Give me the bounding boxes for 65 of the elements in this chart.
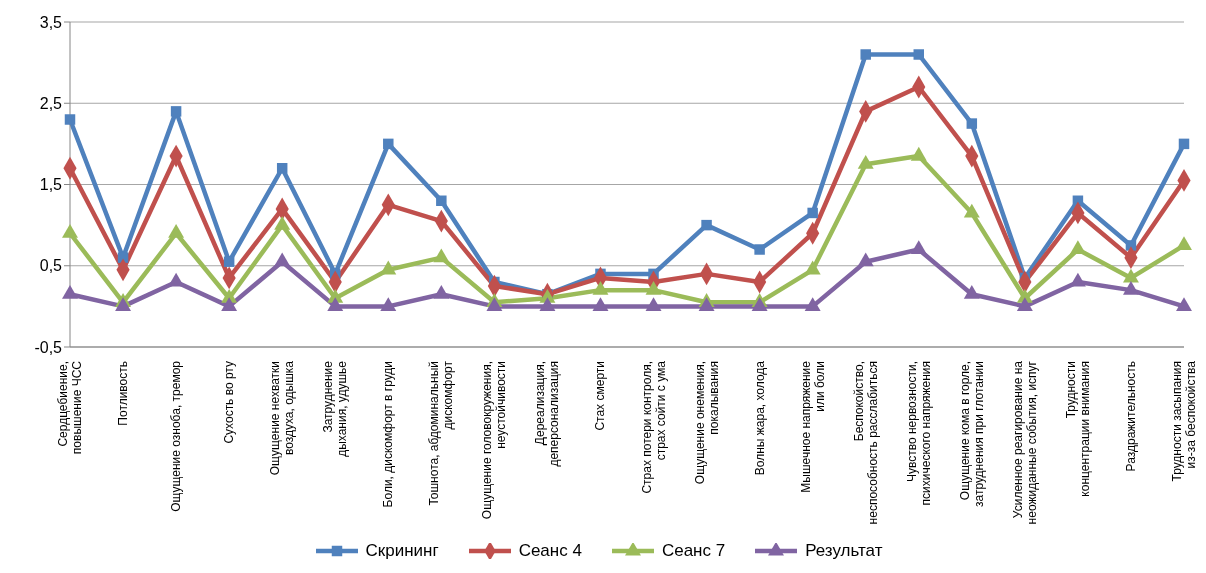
point xyxy=(383,138,394,150)
point xyxy=(807,207,818,219)
x-tick-label: Сухость во рту xyxy=(222,361,237,444)
point xyxy=(1176,297,1192,311)
point xyxy=(963,203,980,218)
point xyxy=(276,163,288,174)
point xyxy=(751,297,768,311)
point xyxy=(274,215,291,230)
point xyxy=(1122,280,1139,295)
point xyxy=(380,297,397,311)
point xyxy=(327,297,344,311)
legend-label: Результат xyxy=(805,541,883,561)
point xyxy=(910,240,927,255)
x-tick-label: Раздражительность xyxy=(1123,361,1138,472)
point xyxy=(433,284,450,299)
point xyxy=(62,224,78,238)
point xyxy=(1122,268,1139,283)
legend-label: Сеанс 4 xyxy=(518,541,582,561)
point xyxy=(804,260,821,275)
x-tick-label: Тошнота, абдоминальный дискомфорт xyxy=(427,360,456,506)
legend-label: Скрининг xyxy=(365,541,439,561)
x-tick-label: Потливость xyxy=(116,361,131,426)
point xyxy=(223,256,235,267)
point xyxy=(170,106,182,117)
point xyxy=(1069,240,1086,255)
point xyxy=(274,252,291,267)
legend-label: Сеанс 7 xyxy=(661,541,726,561)
point xyxy=(963,284,980,299)
point xyxy=(592,280,609,295)
point xyxy=(1176,236,1192,251)
point xyxy=(1178,138,1190,150)
x-tick-label: Сердцебиение, повышение ЧСС xyxy=(56,360,84,458)
x-tick-label: Стах смерти xyxy=(593,361,608,431)
point xyxy=(62,284,78,299)
point xyxy=(1016,297,1033,311)
x-tick-label: Боли, дискомфорт в груди xyxy=(381,361,396,508)
point xyxy=(645,280,662,295)
x-tick-label: Ощущение нехватки воздуха, одышка xyxy=(268,360,297,476)
point xyxy=(64,114,76,125)
point xyxy=(966,118,978,129)
point xyxy=(913,49,925,60)
x-tick-label: Мышечное напряжение или боли xyxy=(798,360,827,493)
point xyxy=(168,224,185,238)
point xyxy=(857,252,874,267)
point xyxy=(539,297,556,311)
x-tick-label: Волны жара, холода xyxy=(752,360,767,476)
point xyxy=(701,219,712,231)
point xyxy=(436,195,447,206)
y-tick-label: -0,5 xyxy=(34,338,63,356)
point xyxy=(592,297,609,311)
point xyxy=(698,297,715,311)
y-tick-label: 2,5 xyxy=(39,94,63,112)
point xyxy=(433,248,450,263)
point xyxy=(645,297,662,311)
x-tick-label: Ощущение озноба, тремор xyxy=(169,360,184,512)
point xyxy=(804,297,821,311)
point xyxy=(221,297,238,311)
y-tick-label: 0,5 xyxy=(39,257,63,275)
point xyxy=(380,260,397,275)
y-tick-label: 3,5 xyxy=(39,13,63,31)
y-tick-label: 1,5 xyxy=(39,176,63,194)
point xyxy=(754,244,765,255)
point xyxy=(115,297,132,311)
point xyxy=(486,297,503,311)
point xyxy=(860,49,871,60)
